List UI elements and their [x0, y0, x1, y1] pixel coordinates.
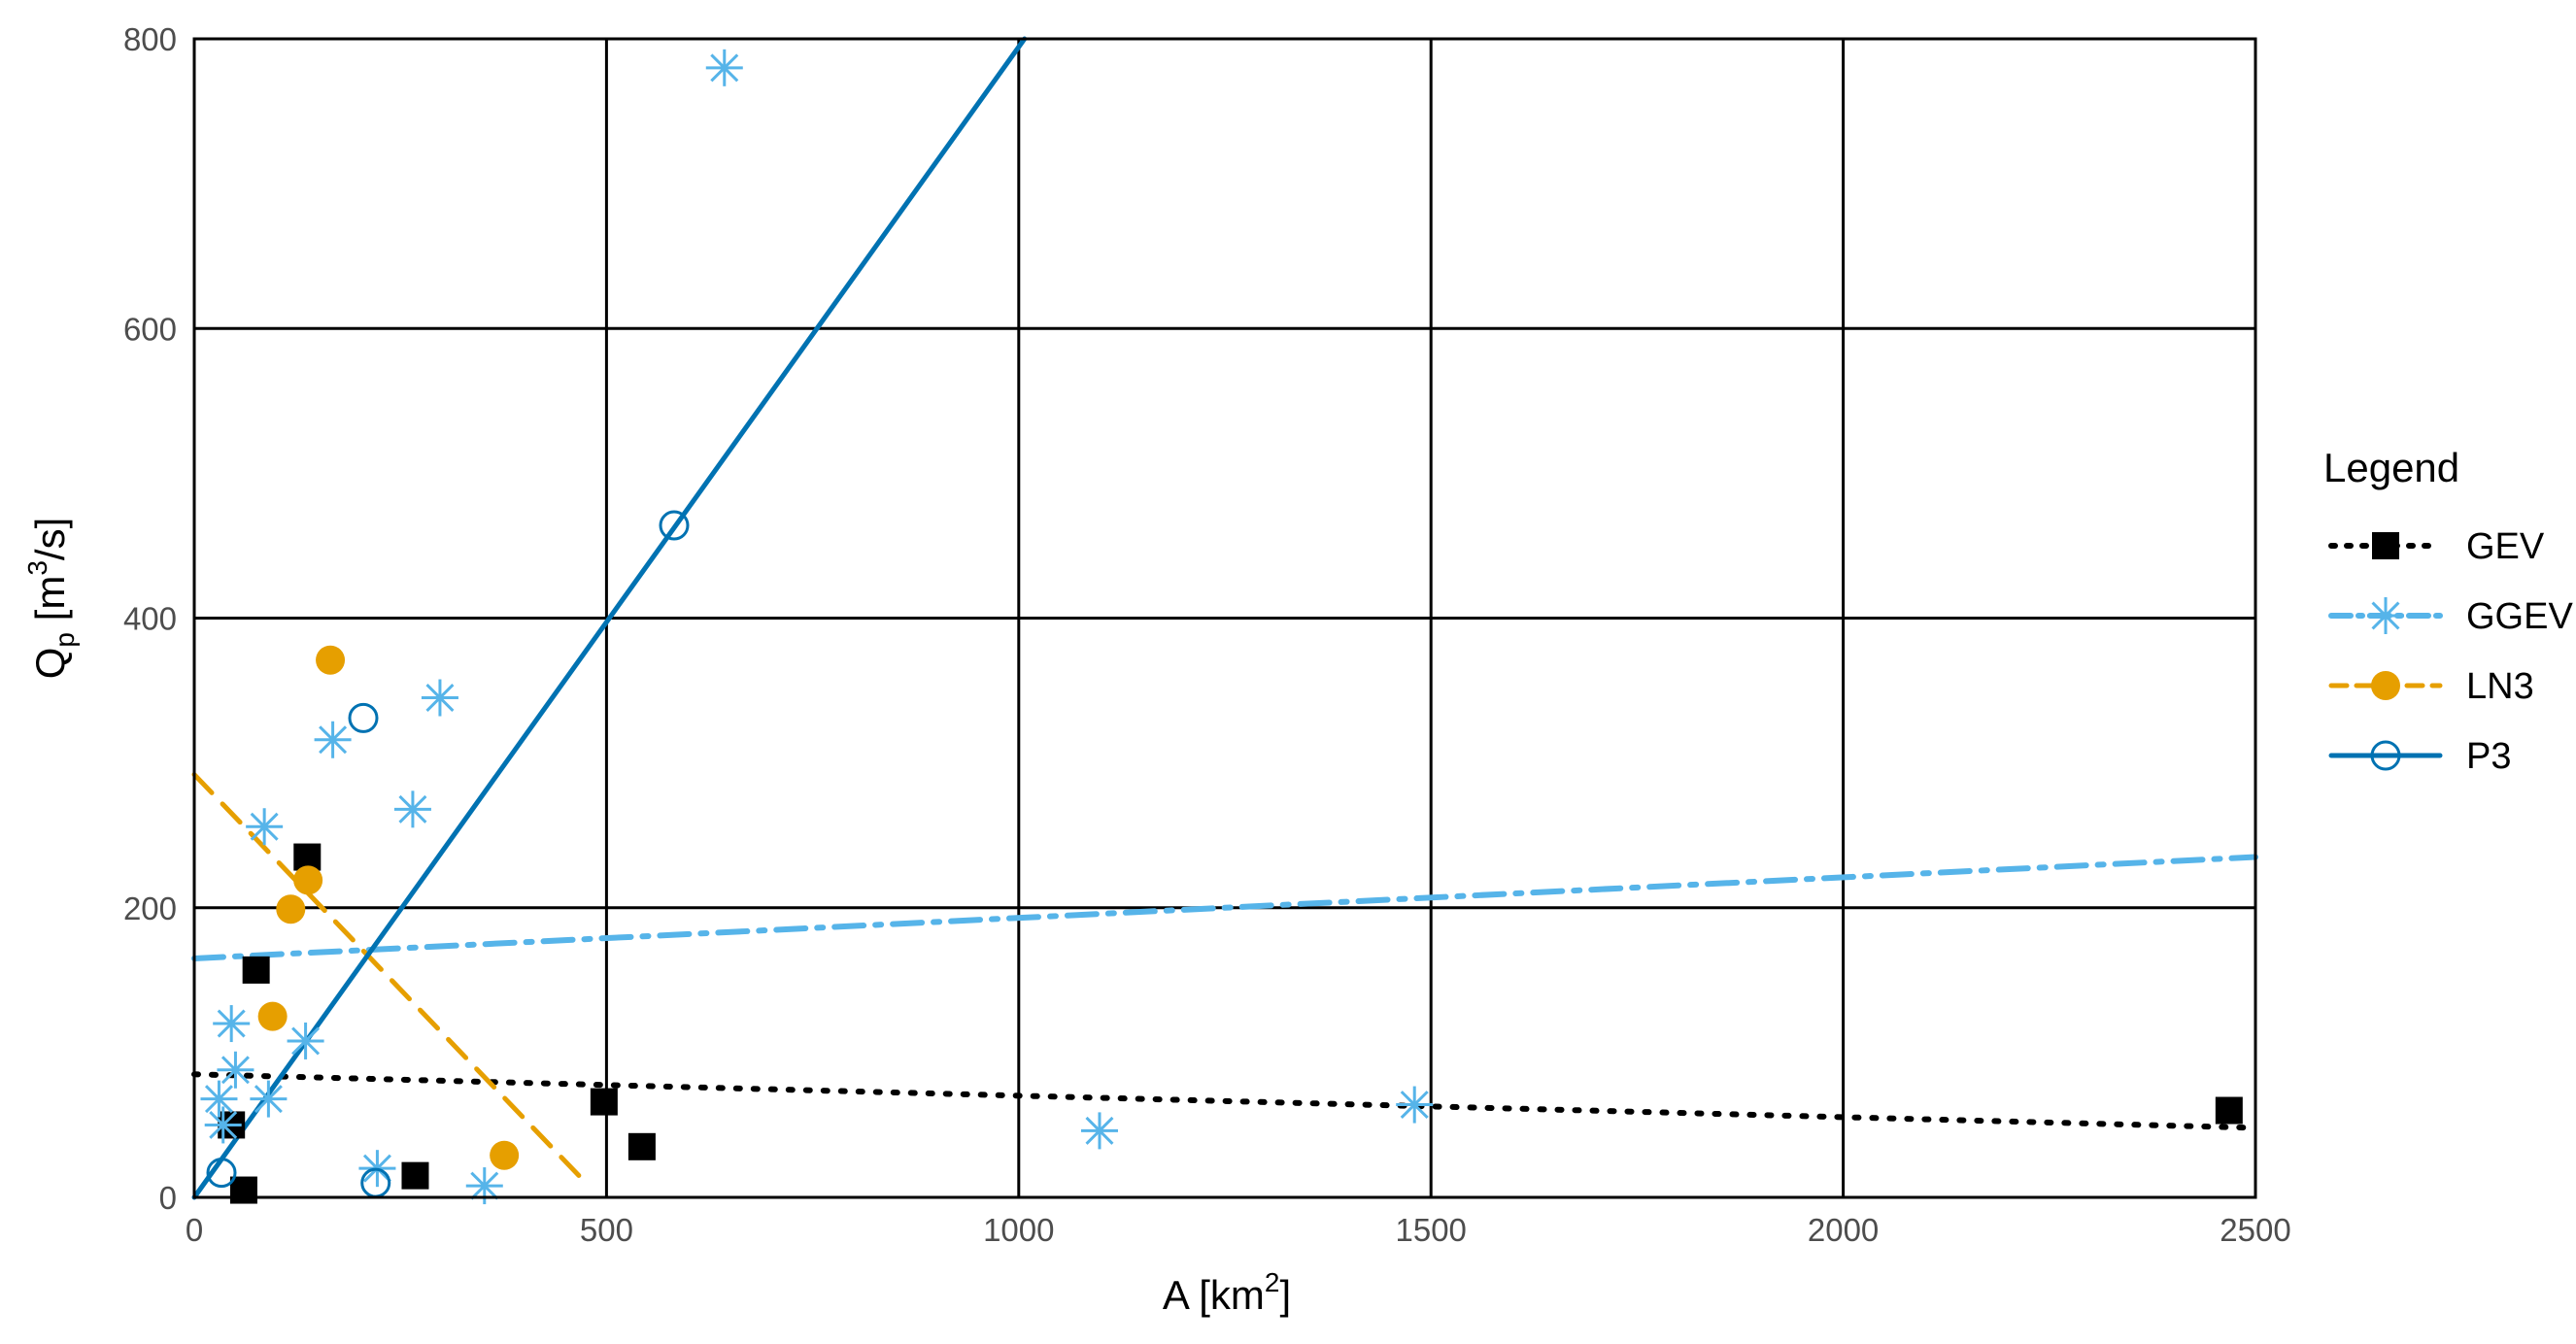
ggev-point [204, 1106, 242, 1144]
y-tick-label: 600 [123, 311, 177, 347]
fit-lines [191, 36, 2258, 1200]
y-axis-title-subscript: p [50, 632, 80, 648]
ggev-point [287, 1022, 324, 1059]
ln3-point [276, 894, 306, 924]
ln3-point [490, 1140, 520, 1170]
data-points [200, 49, 2243, 1205]
y-axis-ticks: 0 200 400 600 800 [123, 21, 177, 1216]
p3-fit-line [191, 36, 1028, 1200]
gev-point [229, 1176, 257, 1204]
ln3-point [316, 645, 346, 675]
plot-border [192, 37, 2257, 1199]
ggev-fit-line [191, 854, 2258, 961]
y-tick-label: 800 [123, 21, 177, 57]
legend-label: P3 [2466, 736, 2511, 777]
ggev-point [1080, 1112, 1118, 1150]
x-axis-title-base: A [km [1163, 1272, 1265, 1318]
x-axis-title-end: ] [1279, 1272, 1291, 1318]
legend-item-gev: GEV [2328, 526, 2545, 567]
legend-marker-swatch [2371, 671, 2400, 700]
y-axis-title-middle: [m [27, 576, 73, 632]
ggev-point [705, 49, 743, 86]
y-tick-label: 200 [123, 890, 177, 926]
ln3-point [257, 1001, 288, 1031]
ggev-point [200, 1080, 238, 1118]
gev-point [590, 1088, 618, 1116]
ln3-point [293, 865, 323, 895]
gev-point [242, 956, 270, 984]
y-axis-title-superscript: 3 [22, 560, 52, 576]
legend-item-ggev: GGEV [2328, 596, 2573, 637]
ggev-point [421, 679, 458, 717]
legend-label: GGEV [2466, 596, 2573, 637]
ggev-point [314, 721, 352, 758]
gev-point [401, 1161, 429, 1190]
ggev-point [250, 1080, 288, 1118]
p3-point [360, 1167, 391, 1198]
x-tick-label: 1500 [1395, 1212, 1466, 1248]
gev-point [2215, 1096, 2243, 1125]
y-tick-label: 0 [159, 1180, 177, 1216]
legend-marker-swatch [2372, 532, 2399, 559]
legend-items: GEV GGEV LN3 P3 [2328, 526, 2573, 777]
legend-item-p3: P3 [2328, 736, 2511, 777]
ggev-point [217, 1051, 254, 1089]
legend-marker-swatch [2367, 597, 2404, 634]
x-axis-ticks: 0 500 1000 1500 2000 2500 [186, 1212, 2291, 1248]
grid [192, 37, 2257, 1199]
y-tick-label: 400 [123, 601, 177, 637]
ggev-point [246, 808, 284, 846]
p3-point [348, 702, 379, 733]
ln3-fit-line [191, 772, 589, 1186]
ggev-point [1396, 1086, 1434, 1124]
p3-point [206, 1158, 237, 1189]
ggev-point [213, 1005, 251, 1043]
y-axis-title-end: /s] [27, 518, 73, 560]
legend-item-ln3: LN3 [2328, 666, 2534, 707]
x-tick-label: 1000 [983, 1212, 1054, 1248]
legend-marker-swatch [2370, 740, 2401, 771]
legend-label: GEV [2466, 526, 2545, 567]
ggev-point [393, 790, 431, 828]
x-tick-label: 2000 [1808, 1212, 1879, 1248]
gev-fit-line [191, 1071, 2258, 1131]
legend-title: Legend [2323, 445, 2459, 490]
gev-point [627, 1132, 656, 1160]
legend: Legend GEV GGEV LN3 P3 [2323, 445, 2573, 777]
legend-label: LN3 [2466, 666, 2534, 707]
x-tick-label: 2500 [2220, 1212, 2290, 1248]
y-axis-title: Qp [m3/s] [22, 518, 80, 680]
x-axis-title: A [km2] [1163, 1267, 1291, 1318]
p3-point [659, 510, 690, 541]
x-tick-label: 500 [580, 1212, 633, 1248]
x-axis-title-superscript: 2 [1265, 1267, 1280, 1297]
x-tick-label: 0 [186, 1212, 203, 1248]
y-axis-title-base: Q [27, 648, 73, 680]
